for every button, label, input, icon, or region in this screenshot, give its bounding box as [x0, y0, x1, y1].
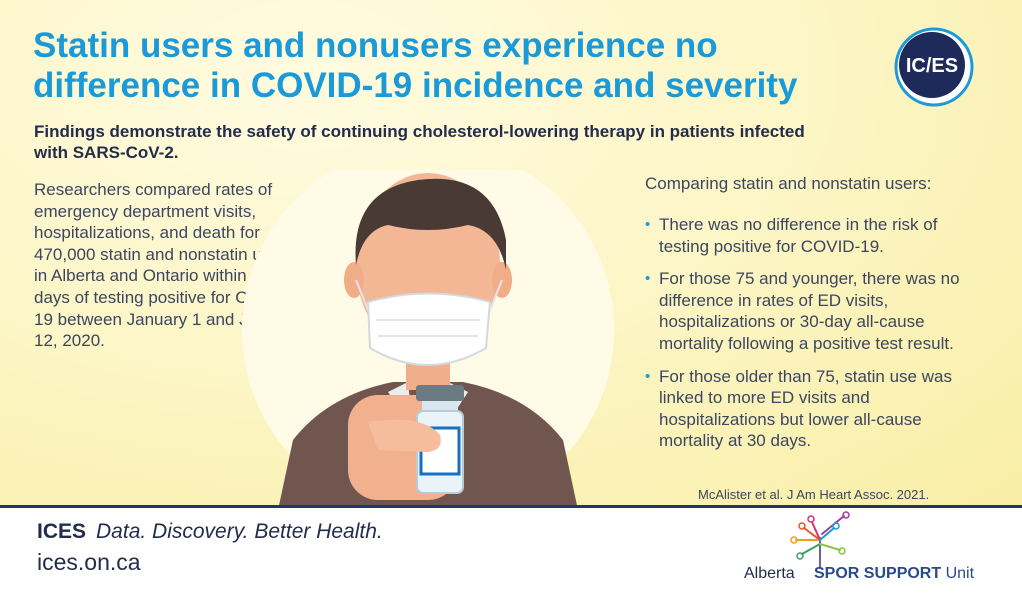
- badge-text: IC/ES: [906, 55, 958, 77]
- bullet-icon: •: [645, 270, 651, 288]
- partner-spor: SPOR SUPPORT Unit: [814, 565, 974, 583]
- subtitle: Findings demonstrate the safety of conti…: [34, 122, 805, 162]
- ices-logo-badge: IC/ES: [894, 27, 974, 107]
- page-title: Statin users and nonusers experience no …: [33, 26, 798, 105]
- bullet-icon: •: [645, 367, 651, 385]
- findings-list: • There was no difference in the risk of…: [645, 214, 990, 463]
- footer: ICES Data. Discovery. Better Health. ices…: [0, 508, 1022, 595]
- website-link[interactable]: ices.on.ca: [37, 549, 141, 575]
- spor-unit-text: Unit: [945, 565, 975, 582]
- burst-icon: [790, 511, 850, 569]
- finding-item: • There was no difference in the risk of…: [645, 214, 990, 257]
- study-description: Researchers compared rates of emergency …: [34, 180, 295, 351]
- brand-line: ICES Data. Discovery. Better Health.: [37, 520, 383, 544]
- citation: McAlister et al. J Am Heart Assoc. 2021.: [698, 487, 930, 502]
- infographic-canvas: Statin users and nonusers experience no …: [0, 0, 1022, 505]
- finding-text: For those older than 75, statin use was …: [659, 366, 952, 451]
- brand-name: ICES: [37, 520, 87, 543]
- comparison-intro: Comparing statin and nonstatin users:: [645, 174, 932, 193]
- finding-text: There was no difference in the risk of t…: [659, 215, 938, 256]
- finding-item: • For those older than 75, statin use wa…: [645, 366, 990, 452]
- brand-tagline: Data. Discovery. Better Health.: [96, 520, 383, 543]
- partner-alberta: Alberta: [744, 565, 795, 582]
- finding-text: For those 75 and younger, there was no d…: [659, 269, 960, 353]
- person-with-vial-illustration: [242, 170, 614, 505]
- alberta-spor-logo: Alberta SPOR SUPPORT Unit: [730, 510, 1000, 595]
- bullet-icon: •: [645, 216, 651, 233]
- spor-support-text: SPOR SUPPORT: [814, 565, 942, 582]
- footer-divider: [0, 505, 1022, 508]
- finding-item: • For those 75 and younger, there was no…: [645, 268, 990, 354]
